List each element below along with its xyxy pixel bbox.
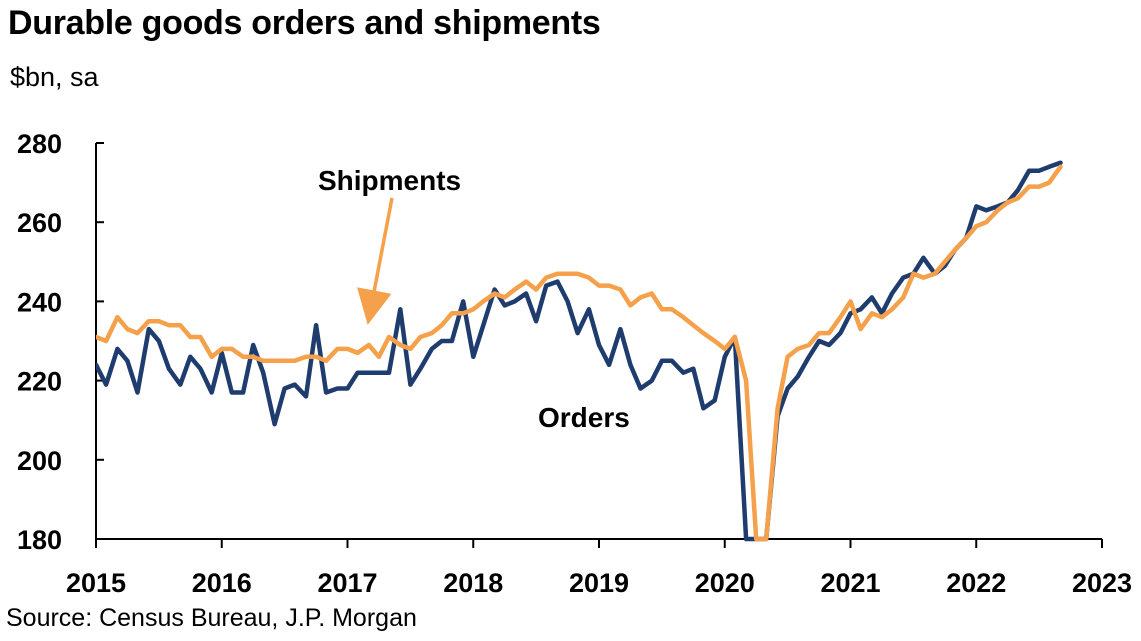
orders-label: Orders	[538, 402, 630, 433]
source-note: Source: Census Bureau, J.P. Morgan	[6, 604, 417, 632]
x-tick-label: 2023	[1072, 568, 1132, 598]
shipments-label: Shipments	[318, 165, 461, 196]
chart-units: $bn, sa	[10, 62, 99, 92]
x-tick-label: 2018	[443, 568, 503, 598]
y-tick-label: 200	[17, 446, 62, 476]
shipments-series-line	[96, 164, 1063, 542]
chart-title: Durable goods orders and shipments	[8, 4, 601, 42]
x-tick-label: 2021	[820, 568, 880, 598]
x-tick-label: 2017	[317, 568, 377, 598]
y-tick-label: 220	[17, 367, 62, 397]
x-tick-label: 2015	[66, 568, 126, 598]
orders-series-line	[96, 160, 1063, 542]
x-tick-label: 2019	[569, 568, 629, 598]
shipments-arrow	[357, 197, 394, 325]
y-tick-label: 260	[17, 208, 62, 238]
y-tick-label: 280	[17, 129, 62, 159]
y-tick-label: 180	[17, 525, 62, 555]
x-tick-label: 2022	[946, 568, 1006, 598]
x-tick-label: 2020	[695, 568, 755, 598]
y-tick-label: 240	[17, 287, 62, 317]
x-tick-label: 2016	[192, 568, 252, 598]
